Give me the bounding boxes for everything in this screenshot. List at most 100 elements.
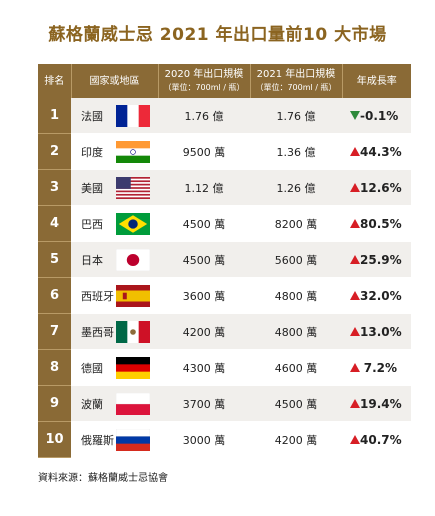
header-2021-title: 2021 年出口規模 [256, 69, 336, 80]
growth-value: 40.7% [360, 432, 402, 447]
rank-cell: 1 [38, 98, 71, 134]
value-2021-cell: 4200 萬 [250, 421, 342, 458]
country-cell: 德國 [71, 349, 158, 386]
value-2020-cell: 4500 萬 [158, 241, 250, 278]
country-cell: 美國 [71, 169, 158, 206]
value-2021-cell: 4600 萬 [250, 349, 342, 386]
arrow-up-icon [350, 435, 360, 444]
rank-cell: 7 [38, 313, 71, 350]
value-2020-cell: 1.76 億 [158, 98, 250, 134]
value-2021-cell: 1.26 億 [250, 169, 342, 206]
growth-value: 7.2% [363, 360, 397, 375]
source-note: 資料來源：蘇格蘭威士忌協會 [38, 473, 168, 484]
country-name: 德國 [81, 361, 103, 375]
country-name: 美國 [81, 181, 103, 195]
japan-flag-icon [116, 248, 150, 271]
growth-cell: 12.6% [342, 169, 411, 206]
header-growth: 年成長率 [342, 64, 411, 98]
growth-value: 19.4% [360, 396, 402, 411]
value-2020-cell: 1.12 億 [158, 169, 250, 206]
brazil-flag-icon [116, 212, 150, 235]
value-2021-cell: 4800 萬 [250, 313, 342, 350]
country-name: 日本 [81, 253, 103, 267]
russia-flag-icon [116, 428, 150, 451]
value-2021-cell: 4500 萬 [250, 385, 342, 422]
table-header-row: 排名 國家或地區 2020 年出口規模 （單位：700ml / 瓶） 2021 年… [38, 64, 411, 98]
value-2021-cell: 1.36 億 [250, 133, 342, 170]
rank-cell: 3 [38, 169, 71, 206]
header-2021-unit: （單位：700ml / 瓶） [255, 83, 337, 92]
value-2020-cell: 4300 萬 [158, 349, 250, 386]
arrow-up-icon [350, 147, 360, 156]
growth-cell: 13.0% [342, 313, 411, 350]
arrow-up-icon [350, 363, 360, 372]
arrow-up-icon [350, 291, 360, 300]
value-2020-cell: 3700 萬 [158, 385, 250, 422]
country-name: 印度 [81, 145, 103, 159]
growth-cell: 32.0% [342, 277, 411, 314]
table-row: 7 墨西哥 4200 萬 4800 萬 13.0% [38, 313, 411, 350]
header-2020: 2020 年出口規模 （單位：700ml / 瓶） [158, 64, 251, 98]
country-name: 俄羅斯 [81, 433, 114, 447]
poland-flag-icon [116, 392, 150, 415]
country-name: 波蘭 [81, 397, 103, 411]
growth-value: 25.9% [360, 252, 402, 267]
growth-cell: 7.2% [342, 349, 411, 386]
table-row: 2 印度 9500 萬 1.36 億 44.3% [38, 133, 411, 170]
value-2020-cell: 4500 萬 [158, 205, 250, 242]
value-2020-cell: 4200 萬 [158, 313, 250, 350]
country-cell: 波蘭 [71, 385, 158, 422]
table-row: 1 法國 1.76 億 1.76 億 -0.1% [38, 98, 411, 134]
growth-value: 13.0% [360, 324, 402, 339]
france-flag-icon [116, 104, 150, 127]
arrow-up-icon [350, 183, 360, 192]
mexico-flag-icon [116, 320, 150, 343]
country-name: 法國 [81, 109, 103, 123]
table-row: 4 巴西 4500 萬 8200 萬 80.5% [38, 205, 411, 242]
arrow-up-icon [350, 327, 360, 336]
country-cell: 印度 [71, 133, 158, 170]
export-table: 排名 國家或地區 2020 年出口規模 （單位：700ml / 瓶） 2021 年… [38, 64, 411, 458]
country-cell: 墨西哥 [71, 313, 158, 350]
table-row: 5 日本 4500 萬 5600 萬 25.9% [38, 241, 411, 278]
growth-value: 12.6% [360, 180, 402, 195]
growth-value: 32.0% [360, 288, 402, 303]
header-rank: 排名 [38, 64, 72, 98]
table-row: 9 波蘭 3700 萬 4500 萬 19.4% [38, 385, 411, 422]
india-flag-icon [116, 140, 150, 163]
growth-value: -0.1% [360, 108, 399, 123]
usa-flag-icon [116, 176, 150, 199]
arrow-up-icon [350, 255, 360, 264]
arrow-down-icon [350, 111, 360, 120]
growth-cell: 80.5% [342, 205, 411, 242]
country-cell: 法國 [71, 98, 158, 134]
country-name: 西班牙 [81, 289, 114, 303]
value-2021-cell: 1.76 億 [250, 98, 342, 134]
header-2020-title: 2020 年出口規模 [164, 69, 244, 80]
arrow-up-icon [350, 219, 360, 228]
value-2020-cell: 3000 萬 [158, 421, 250, 458]
table-row: 10 俄羅斯 3000 萬 4200 萬 40.7% [38, 421, 411, 458]
arrow-up-icon [350, 399, 360, 408]
growth-value: 80.5% [360, 216, 402, 231]
value-2020-cell: 9500 萬 [158, 133, 250, 170]
rank-cell: 6 [38, 277, 71, 314]
header-2020-unit: （單位：700ml / 瓶） [163, 83, 245, 92]
header-2021: 2021 年出口規模 （單位：700ml / 瓶） [250, 64, 343, 98]
rank-cell: 8 [38, 349, 71, 386]
value-2020-cell: 3600 萬 [158, 277, 250, 314]
growth-value: 44.3% [360, 144, 402, 159]
rank-cell: 2 [38, 133, 71, 170]
growth-cell: -0.1% [342, 98, 411, 134]
country-name: 墨西哥 [81, 325, 114, 339]
country-cell: 日本 [71, 241, 158, 278]
table-row: 6 西班牙 3600 萬 4800 萬 32.0% [38, 277, 411, 314]
country-cell: 俄羅斯 [71, 421, 158, 458]
country-cell: 西班牙 [71, 277, 158, 314]
germany-flag-icon [116, 356, 150, 379]
country-cell: 巴西 [71, 205, 158, 242]
growth-cell: 19.4% [342, 385, 411, 422]
value-2021-cell: 5600 萬 [250, 241, 342, 278]
growth-cell: 40.7% [342, 421, 411, 458]
value-2021-cell: 8200 萬 [250, 205, 342, 242]
